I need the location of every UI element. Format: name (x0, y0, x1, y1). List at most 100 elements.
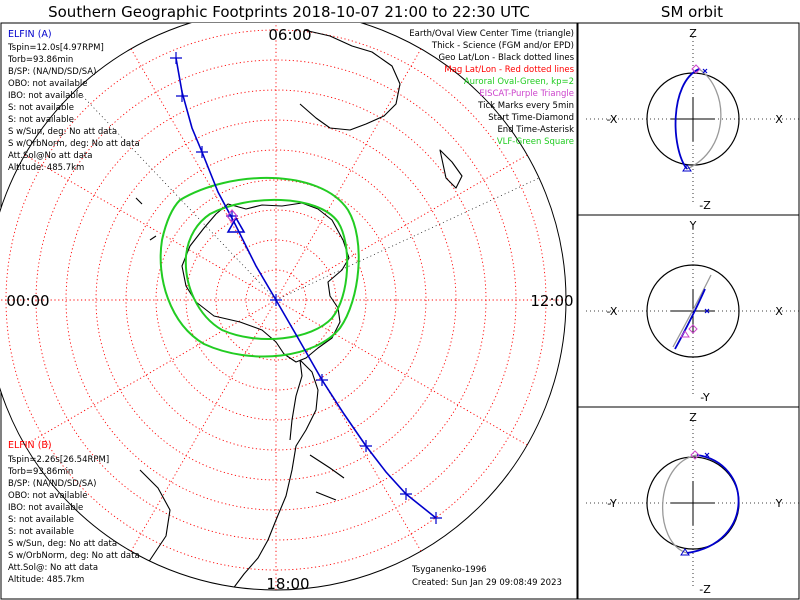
mag-lat-circle (155, 179, 397, 421)
sm-label-right: X (775, 113, 783, 126)
tick-mark (316, 374, 328, 386)
info-line: B/SP: (NA/ND/SD/SA) (8, 479, 96, 489)
info-line: B/SP: (NA/ND/SD/SA) (8, 67, 96, 77)
mag-meridian (275, 48, 422, 301)
info-line: S: not available (8, 527, 74, 537)
legend-entry: End Time-Asterisk (497, 125, 574, 135)
tick-mark (196, 146, 208, 158)
sm-orbit-title: SM orbit (661, 3, 723, 21)
info-line: S w/Sun, deg: No att data (8, 127, 117, 137)
clock-label-bottom: 18:00 (266, 575, 309, 593)
info-line: IBO: not available (8, 91, 83, 101)
mag-meridian (275, 154, 528, 301)
info-line: S w/OrbNorm, deg: No att data (8, 139, 140, 149)
sm-view-triangle (680, 548, 690, 556)
mag-meridian (275, 299, 422, 552)
sm-label-bottom: -Z (699, 199, 711, 212)
legend-entry: Auroral Oval-Green, kp=2 (464, 77, 574, 87)
sm-label-bottom: -Z (699, 583, 711, 596)
info-line: Att.Sol@No att data (8, 151, 92, 161)
elfin-b-header: ELFIN (B) (8, 440, 52, 451)
tick-mark (170, 52, 182, 64)
tick-mark (270, 294, 282, 306)
eiscat-marker (226, 209, 238, 223)
info-line: OBO: not available (8, 79, 87, 89)
sm-end-asterisk (702, 68, 708, 74)
sm-orbit-front (674, 68, 700, 170)
model-label: Tsyganenko-1996 (411, 565, 487, 575)
small-islands (135, 197, 157, 241)
mag-meridian (130, 48, 277, 301)
polar-map (0, 23, 567, 591)
clock-label-left: 00:00 (6, 292, 49, 310)
mag-lat-circle (95, 119, 457, 481)
sm-label-left: -X (607, 113, 618, 126)
auroral-oval-outer (159, 176, 360, 358)
info-line: Tspin=12.0s[4.97RPM] (7, 43, 104, 53)
sm-start-diamond (691, 64, 701, 74)
sm-end-asterisk (704, 308, 710, 314)
mag-meridian (275, 299, 528, 446)
antarctica-coast (181, 202, 350, 363)
south-america-coast (231, 359, 319, 590)
tick-mark (360, 440, 372, 452)
sm-orbit-panels: Z -Z -X X Y -Y -X X Z -Z -Y Y (577, 22, 800, 600)
tick-mark (176, 90, 188, 102)
tick-mark (400, 488, 412, 500)
clock-label-top: 06:00 (268, 26, 311, 44)
magnetic-grid (0, 23, 566, 590)
legend-entry: Thick - Science (FGM and/or EPD) (431, 41, 574, 51)
clock-label-right: 12:00 (530, 292, 573, 310)
sm-start-diamond (690, 450, 700, 460)
figure-title: Southern Geographic Footprints 2018-10-0… (48, 3, 530, 21)
legend-entry: Earth/Oval View Center Time (triangle) (409, 29, 574, 39)
sm-label-bottom: -Y (700, 391, 710, 404)
mag-lat-circle (215, 239, 337, 361)
info-line: S w/Sun, deg: No att data (8, 539, 117, 549)
created-label: Created: Sun Jan 29 09:08:49 2023 (412, 578, 562, 588)
info-line: S: not available (8, 515, 74, 525)
info-line: Torb=93.86min (7, 55, 73, 65)
mag-lat-circle (125, 149, 427, 451)
coastlines (99, 29, 463, 590)
info-line: IBO: not available (8, 503, 83, 513)
islands-coast (309, 454, 345, 501)
info-line: S w/OrbNorm, deg: No att data (8, 551, 140, 561)
view-center-triangle (226, 216, 246, 233)
sm-label-left: -X (607, 305, 618, 318)
legend: Earth/Oval View Center Time (triangle) Th… (409, 29, 574, 147)
mag-meridian (24, 299, 277, 446)
info-line: Tspin=2.26s[26.54RPM] (7, 455, 109, 465)
legend-entry: EISCAT-Purple Triangle (479, 89, 574, 99)
info-line: Altitude: 485.7km (8, 575, 84, 585)
info-line: Torb=93.86min (7, 467, 73, 477)
sm-orbit-back (672, 274, 712, 348)
legend-entry: Start Time-Diamond (488, 113, 574, 123)
info-line: Att.Sol@: No att data (8, 563, 98, 573)
sm-orbit-front (674, 288, 706, 350)
sm-view-triangle (682, 164, 692, 172)
sm-label-left: -Y (607, 497, 617, 510)
sm-panel-3: Z -Z -Y Y (577, 406, 800, 600)
new-zealand-coast (439, 149, 463, 189)
info-line: S: not available (8, 115, 74, 125)
sm-orbit-front (686, 454, 740, 554)
legend-entry: Geo Lat/Lon - Black dotted lines (438, 53, 574, 63)
australia-coast (299, 29, 401, 131)
mag-lat-circle (245, 269, 307, 331)
sm-label-top: Z (689, 411, 697, 424)
auroral-ovals (159, 176, 360, 358)
legend-entry: VLF-Green Square (497, 137, 574, 147)
sm-label-right: X (775, 305, 783, 318)
sm-orbit-back (686, 68, 722, 170)
legend-entry: Tick Marks every 5min (477, 101, 574, 111)
elfin-a-info: ELFIN (A) Tspin=12.0s[4.97RPM] Torb=93.86… (7, 29, 140, 173)
tick-mark (226, 210, 238, 222)
sm-start-diamond (688, 324, 698, 334)
info-line: OBO: not available (8, 491, 87, 501)
end-asterisk (430, 512, 442, 524)
sm-view-triangle (680, 330, 690, 338)
info-line: Altitude: 485.7km (8, 163, 84, 173)
sm-end-asterisk (704, 452, 710, 458)
